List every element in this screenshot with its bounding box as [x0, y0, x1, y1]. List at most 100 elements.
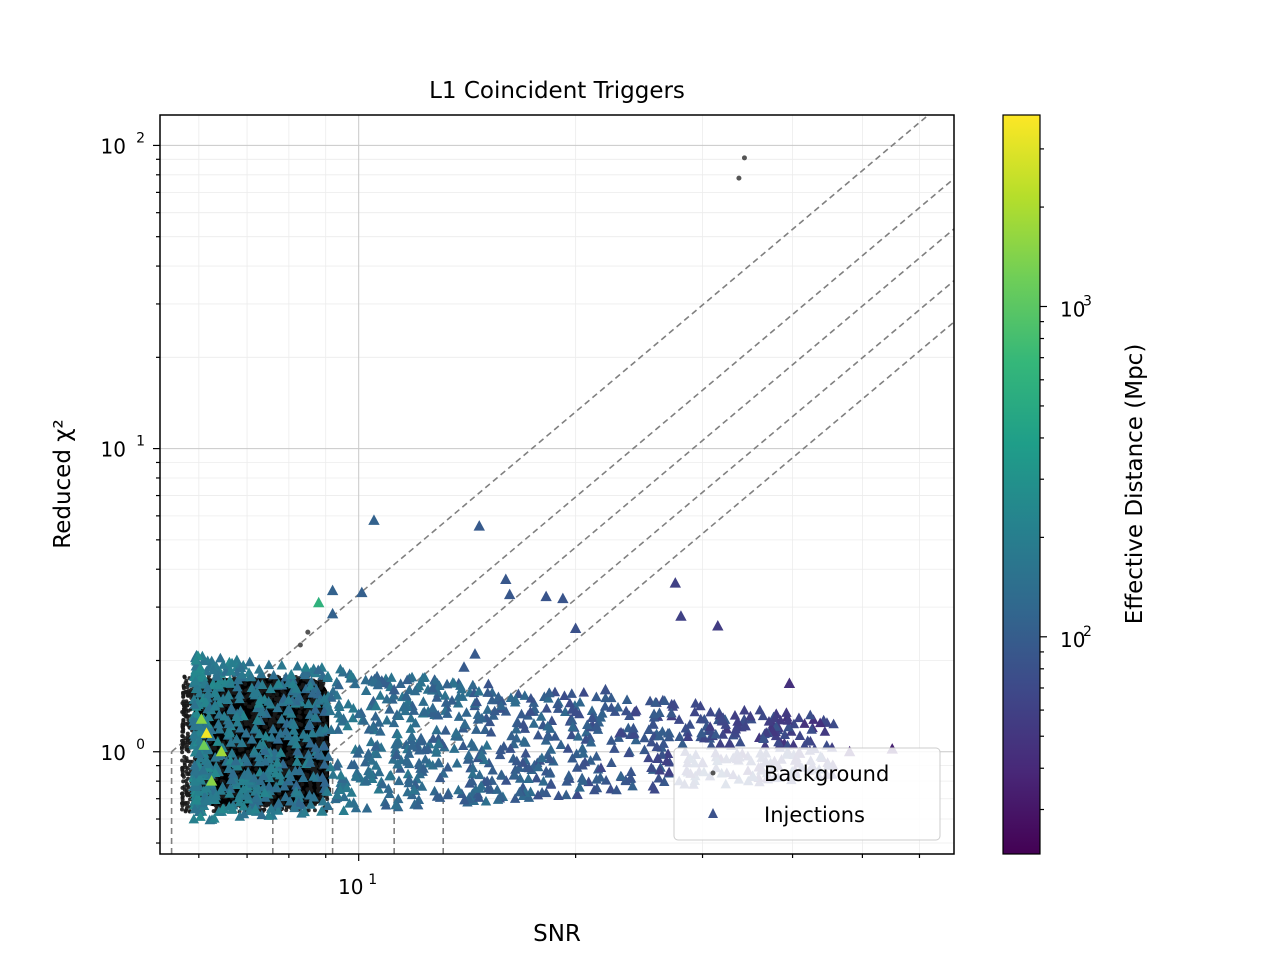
background-point — [276, 723, 281, 728]
background-point — [312, 808, 317, 813]
background-point — [303, 710, 308, 715]
injection-point — [234, 796, 245, 807]
injection-point — [549, 731, 561, 741]
injection-point — [545, 766, 556, 777]
injection-point — [673, 714, 685, 724]
injection-point — [195, 811, 206, 821]
injection-point — [383, 783, 394, 793]
injection-point — [405, 712, 417, 723]
background-point — [186, 708, 191, 713]
injection-point — [698, 732, 710, 743]
injection-point — [648, 708, 660, 719]
injection-point — [375, 726, 386, 736]
injection-point — [628, 728, 640, 739]
background-point — [315, 740, 320, 745]
injection-point — [243, 769, 255, 780]
injection-point — [570, 706, 582, 717]
injection-point — [273, 678, 285, 689]
injection-point — [496, 769, 507, 779]
injection-point — [552, 698, 563, 709]
background-point — [263, 724, 268, 729]
injection-point — [643, 724, 655, 735]
injection-point — [758, 733, 769, 743]
background-point — [308, 783, 313, 788]
background-point — [297, 642, 303, 648]
injection-point — [495, 790, 506, 801]
injection-point — [210, 767, 221, 777]
background-points — [297, 155, 747, 648]
injection-point — [305, 737, 316, 748]
injection-point — [799, 718, 810, 728]
injection-point — [218, 659, 229, 669]
background-point — [272, 712, 277, 717]
injection-point — [468, 741, 480, 751]
injection-point — [226, 702, 237, 713]
injection-point — [225, 665, 237, 676]
injection-point — [309, 703, 321, 714]
injection-point — [368, 514, 380, 525]
injection-point — [226, 747, 238, 758]
injection-point — [680, 722, 691, 733]
injection-point — [202, 682, 213, 693]
injection-point — [463, 749, 474, 760]
injection-point — [623, 747, 634, 758]
injection-point — [513, 762, 525, 772]
background-point — [184, 769, 189, 774]
injection-point — [689, 706, 700, 717]
injection-point — [732, 716, 743, 726]
injection-point — [201, 783, 212, 793]
injection-point — [243, 775, 255, 785]
injection-point — [391, 749, 402, 760]
injection-point — [265, 803, 277, 813]
background-point — [181, 724, 186, 729]
injection-point — [717, 729, 729, 739]
injection-point — [653, 772, 664, 783]
background-point — [259, 689, 264, 694]
injection-point — [384, 704, 395, 714]
plot-frame — [159, 114, 955, 855]
injection-point — [342, 720, 353, 731]
injection-point — [450, 727, 462, 737]
injection-point — [412, 799, 424, 810]
injection-point — [353, 708, 364, 719]
injection-point — [410, 717, 421, 728]
injection-point — [433, 737, 444, 748]
injection-point — [345, 669, 357, 680]
injection-point — [669, 577, 681, 588]
colorbar-label: Effective Distance (Mpc) — [1122, 344, 1148, 625]
injection-point — [677, 738, 688, 748]
injection-point — [265, 683, 276, 694]
injection-point — [503, 588, 516, 600]
injection-point — [759, 740, 771, 750]
injection-point — [799, 740, 810, 750]
injection-point — [343, 698, 354, 709]
injection-point — [600, 775, 612, 785]
injection-point — [326, 607, 339, 619]
injection-point — [541, 703, 552, 713]
injection-point — [658, 738, 669, 748]
injection-point — [224, 727, 235, 738]
background-point — [267, 744, 272, 749]
injection-point — [270, 767, 281, 778]
injection-point — [518, 735, 530, 746]
background-point — [180, 807, 185, 812]
injection-point — [367, 721, 379, 732]
injection-point — [358, 715, 370, 725]
injection-point — [370, 700, 382, 711]
background-point — [181, 686, 186, 691]
injection-point — [297, 772, 309, 782]
injection-point — [254, 751, 265, 762]
injection-point — [538, 775, 549, 786]
injection-point — [467, 762, 479, 772]
injection-point — [625, 773, 637, 783]
injection-point — [289, 802, 300, 813]
injection-point — [308, 771, 319, 781]
background-point — [180, 797, 185, 802]
injection-point — [380, 799, 392, 810]
background-point — [184, 781, 189, 786]
injection-point — [509, 793, 521, 803]
injection-point — [335, 769, 347, 780]
injection-point — [293, 797, 305, 808]
background-point — [736, 175, 742, 181]
